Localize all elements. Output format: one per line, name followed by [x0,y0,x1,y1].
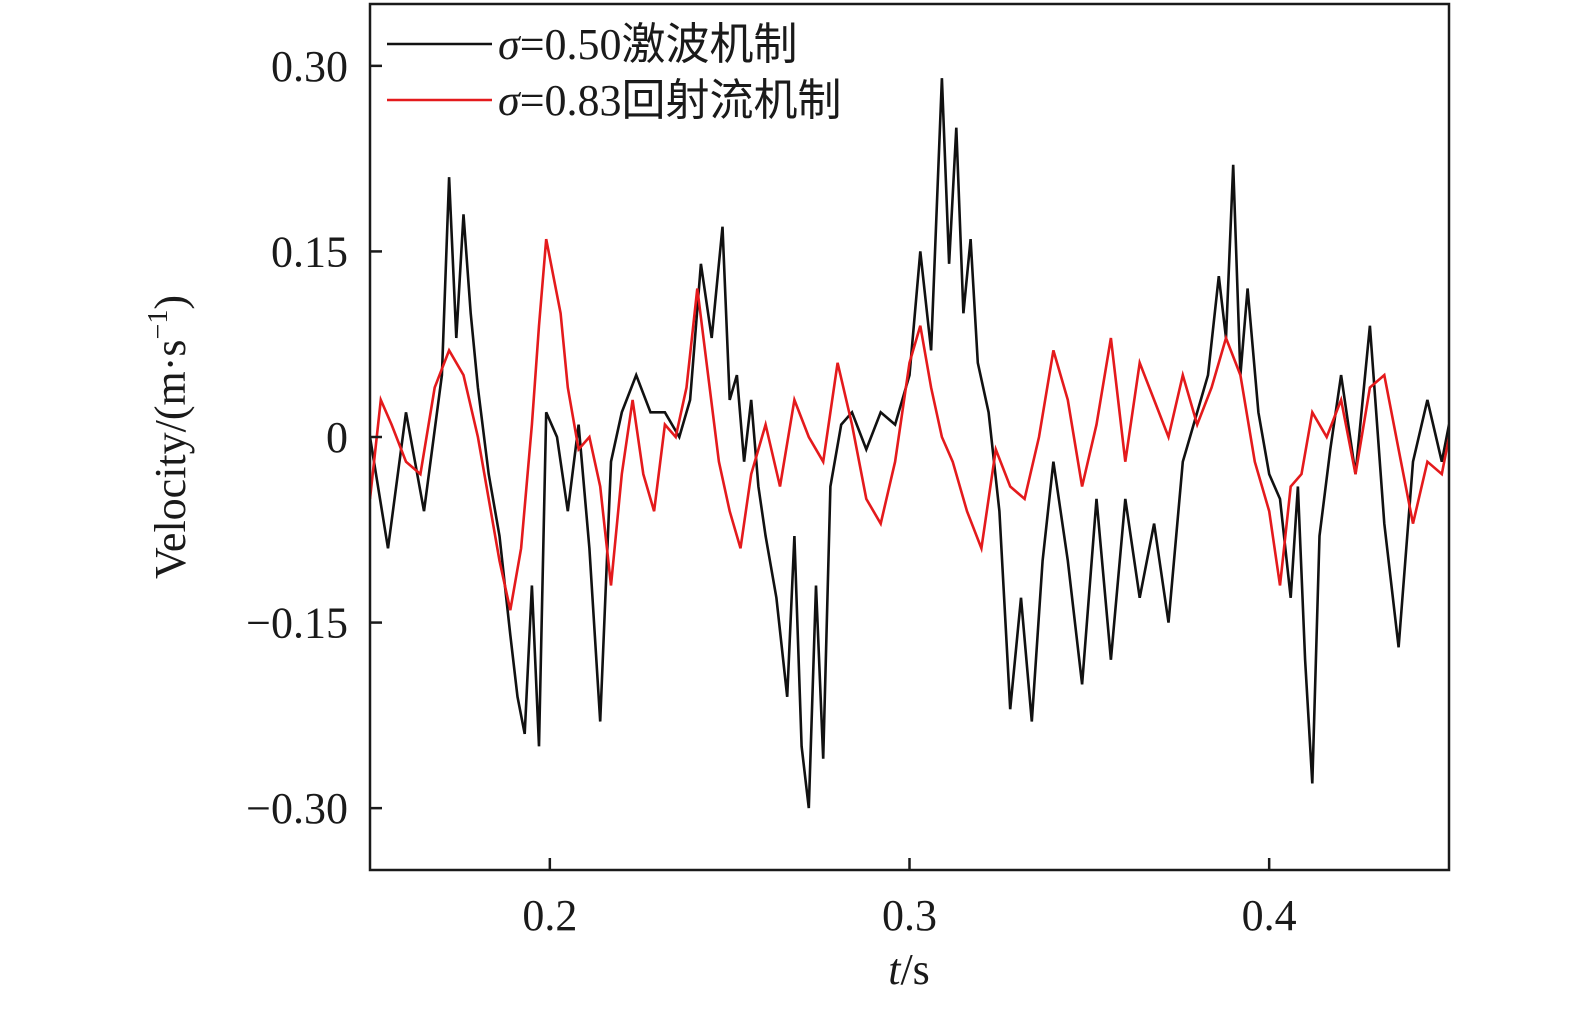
y-axis-ticks: 0.30 0.15 0 −0.15 −0.30 [246,42,382,833]
legend-label-0: σ=0.50激波机制 [498,20,798,69]
y-tick-label-2: 0 [326,413,348,462]
x-axis-title-italic: t [888,945,902,994]
x-tick-label-0: 0.2 [522,891,577,940]
legend-label-symbol-1: σ [498,76,522,125]
x-axis-title-unit: /s [900,945,929,994]
y-tick-label-3: −0.15 [246,599,348,648]
x-axis-ticks: 0.2 0.3 0.4 [522,858,1297,940]
plot-area: 0.2 0.3 0.4 0.30 0.15 0 −0.15 −0.30 [246,2,1451,940]
series-line-0 [370,78,1449,809]
series-line-1 [370,238,1449,611]
y-axis-title: Velocity/(m·s−1) [143,295,195,579]
series-group [370,78,1449,809]
y-axis-title-main: Velocity/(m·s [146,339,195,579]
x-tick-label-1: 0.3 [882,891,937,940]
legend-label-text-0: =0.50激波机制 [520,20,798,69]
legend-label-1: σ=0.83回射流机制 [498,76,842,125]
y-tick-label-1: 0.15 [271,227,348,276]
x-tick-label-2: 0.4 [1242,891,1297,940]
legend-label-text-1: =0.83回射流机制 [520,76,842,125]
y-axis-title-close: ) [146,295,195,310]
legend-label-symbol-0: σ [498,20,522,69]
y-tick-label-4: −0.30 [246,784,348,833]
y-axis-title-sup: −1 [143,310,174,340]
x-axis-title: t/s [888,945,930,994]
y-tick-label-0: 0.30 [271,42,348,91]
